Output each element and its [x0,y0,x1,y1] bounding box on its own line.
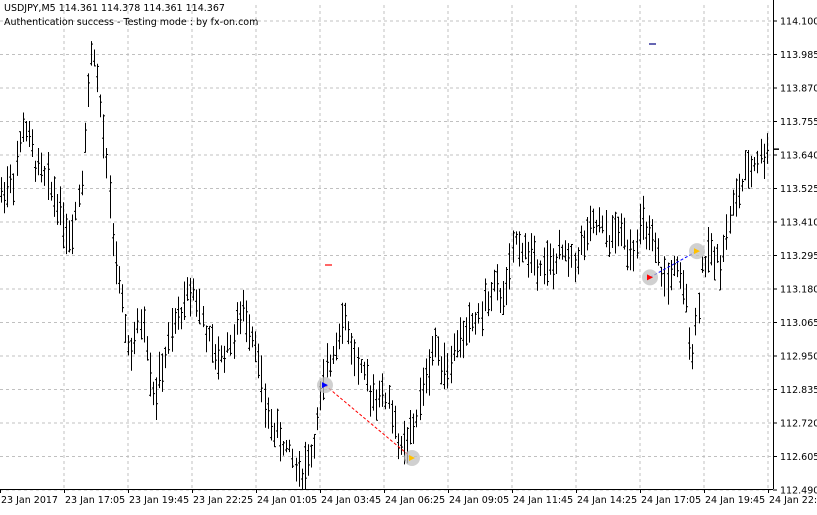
y-tick-label: 112.950 [780,352,817,363]
y-tick-label: 113.640 [780,151,817,162]
x-tick-label: 23 Jan 17:05 [65,495,125,506]
x-tick-label: 24 Jan 11:45 [513,495,573,506]
x-tick-label: 24 Jan 06:25 [385,495,445,506]
x-tick-label: 24 Jan 19:45 [705,495,765,506]
x-tick-label: 23 Jan 2017 [1,495,58,506]
x-tick-label: 24 Jan 22:2 [769,495,817,506]
x-tick-label: 23 Jan 19:45 [129,495,189,506]
y-tick-label: 112.490 [780,486,817,497]
trade-arrow-icon [647,274,653,281]
x-tick-label: 24 Jan 01:05 [257,495,317,506]
trade-arrow-icon [322,382,328,389]
trade-line-sell [324,384,413,459]
y-tick-label: 113.295 [780,251,817,262]
x-tick-label: 24 Jan 14:25 [577,495,637,506]
x-tick-label: 24 Jan 17:05 [641,495,701,506]
y-tick-label: 113.410 [780,218,817,229]
x-tick-label: 24 Jan 09:05 [449,495,509,506]
trade-markers [317,43,705,466]
y-tick-label: 113.525 [780,184,817,195]
y-tick-label: 113.870 [780,84,817,95]
y-tick-label: 112.720 [780,419,817,430]
trade-arrow-icon [409,454,415,461]
y-tick-label: 113.985 [780,50,817,61]
y-tick-label: 113.065 [780,318,817,329]
trade-line-buy [649,250,698,278]
trade-arrow-icon [694,248,700,255]
symbol-info-line: USDJPY,M5 114.361 114.378 114.361 114.36… [4,3,225,14]
x-tick-label: 23 Jan 22:25 [193,495,253,506]
y-tick-label: 113.180 [780,285,817,296]
y-tick-label: 114.100 [780,17,817,28]
y-tick-label: 113.755 [780,117,817,128]
y-tick-label: 112.835 [780,385,817,396]
status-info-line: Authentication success - Testing mode : … [4,17,259,28]
y-tick-label: 112.605 [780,452,817,463]
x-tick-label: 24 Jan 03:45 [321,495,381,506]
ohlc-bars [0,41,769,490]
chart-grid [0,5,773,491]
